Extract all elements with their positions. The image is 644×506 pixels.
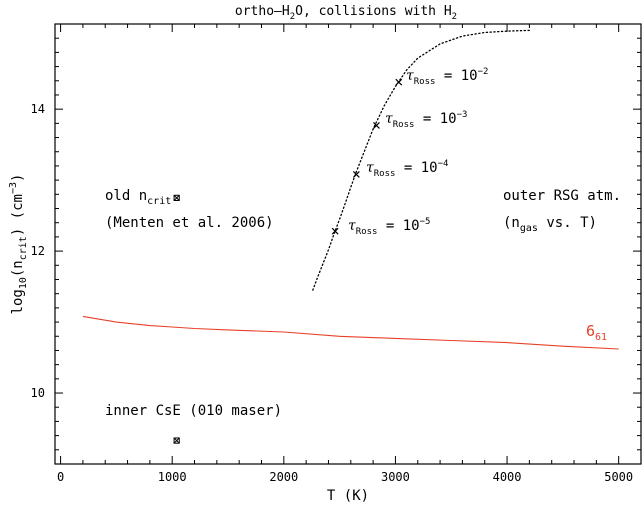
x-tick-label: 5000 — [604, 470, 633, 484]
tau-marker-2 — [373, 122, 380, 129]
annotation-inner-cse: inner CsE (010 maser) — [105, 403, 282, 419]
x-tick-label: 0 — [57, 470, 64, 484]
tau-marker-1 — [352, 171, 360, 178]
annotation-outer-rsg: outer RSG atm. — [503, 188, 621, 204]
y-tick-label: 12 — [31, 244, 45, 258]
x-tick-label: 2000 — [269, 470, 298, 484]
point-box — [173, 194, 180, 201]
annotation-menten: (Menten et al. 2006) — [105, 215, 274, 231]
y-tick-label: 14 — [31, 102, 45, 116]
boxed-x-point-1 — [173, 437, 180, 444]
point-box — [173, 437, 180, 444]
chart-title: ortho–H2O, collisions with H2 — [235, 4, 457, 22]
point-cross — [173, 194, 180, 201]
y-axis-label: log10(ncrit) (cm−3) — [8, 174, 29, 315]
tau-marker-0 — [331, 227, 339, 235]
series-group — [82, 29, 619, 350]
series-label-6-61: 661 — [586, 322, 607, 343]
tau-label-1e-2: τRoss = 10−2 — [406, 67, 488, 87]
point-cross — [173, 437, 180, 444]
x-tick-label: 1000 — [158, 470, 187, 484]
x-tick-label: 4000 — [493, 470, 522, 484]
plot-frame — [54, 23, 642, 465]
marker-group — [173, 78, 403, 444]
annotation-ngas-vs-t: (ngas vs. T) — [503, 215, 597, 234]
annotation-old-ncrit: old ncrit — [105, 188, 171, 207]
series-line-0 — [82, 315, 619, 350]
x-axis-label: T (K) — [327, 488, 369, 504]
series-line-1 — [312, 29, 531, 291]
x-tick-label: 3000 — [381, 470, 410, 484]
tau-label-1e-5: τRoss = 10−5 — [348, 217, 430, 237]
boxed-x-point-0 — [173, 194, 180, 201]
tau-marker-3 — [395, 78, 403, 86]
y-tick-label: 10 — [31, 386, 45, 400]
tau-label-1e-4: τRoss = 10−4 — [366, 159, 448, 179]
axis-ticks: 0 1000 2000 3000 4000 5000 10 12 14 — [31, 23, 641, 484]
tau-label-1e-3: τRoss = 10−3 — [385, 110, 467, 130]
